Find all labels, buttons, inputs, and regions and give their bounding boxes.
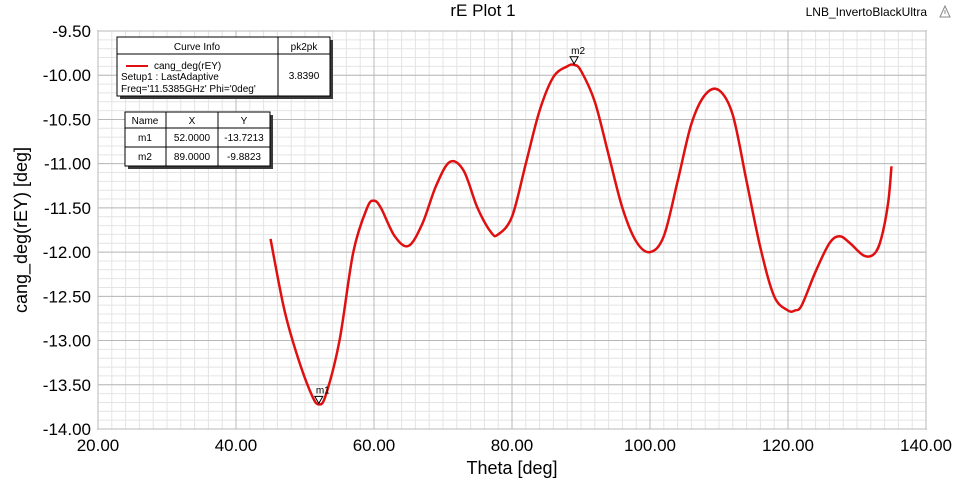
legend-setup: Setup1 : LastAdaptive <box>121 72 219 83</box>
marker-table-header-x: X <box>189 116 196 127</box>
y-tick-label: -12.50 <box>43 287 91 306</box>
marker-label: m1 <box>316 385 330 396</box>
marker-table-cell: 52.0000 <box>174 133 211 144</box>
collapse-triangle-icon[interactable] <box>939 4 951 18</box>
marker-table-cell: m2 <box>138 152 152 163</box>
x-tick-label: 120.00 <box>762 436 814 455</box>
project-name: LNB_InvertoBlackUltra <box>806 5 928 19</box>
x-tick-label: 20.00 <box>77 436 120 455</box>
x-tick-label: 40.00 <box>215 436 258 455</box>
marker-table-header-y: Y <box>241 116 248 127</box>
curve-info-box[interactable]: Curve Info pk2pk cang_deg(rEY) Setup1 : … <box>116 36 333 99</box>
y-tick-label: -10.00 <box>43 66 91 85</box>
y-tick-label: -11.50 <box>44 199 91 218</box>
x-tick-label: 140.00 <box>900 436 952 455</box>
x-axis-ticks: 20.00 40.00 60.00 80.00 100.00 120.00 140.00 <box>77 436 952 455</box>
pk2pk-value: 3.8390 <box>289 71 320 82</box>
marker-table-cell: -9.8823 <box>227 152 261 163</box>
y-tick-label: -14.00 <box>43 420 91 439</box>
chart-title: rE Plot 1 <box>450 1 515 20</box>
marker-triangle <box>569 56 579 65</box>
series-line <box>269 63 893 406</box>
marker-table-cell: -13.7213 <box>224 133 264 144</box>
y-tick-label: -11.00 <box>44 155 91 174</box>
x-axis-label: Theta [deg] <box>466 458 557 478</box>
y-tick-label: -13.00 <box>43 332 91 351</box>
y-tick-label: -10.50 <box>43 110 91 129</box>
y-axis-label: cang_deg(rEY) [deg] <box>11 147 32 313</box>
x-tick-label: 60.00 <box>353 436 396 455</box>
marker-layer: m1 m2 <box>313 46 585 405</box>
y-tick-label: -12.00 <box>43 243 91 262</box>
marker-label: m2 <box>571 46 585 57</box>
series-layer <box>269 63 893 406</box>
y-axis-ticks: -9.50 -10.00 -10.50 -11.00 -11.50 -12.00 -12.5… <box>43 22 91 439</box>
curve-info-header: Curve Info <box>174 42 221 53</box>
marker-table[interactable]: Name X Y m1 52.0000 -13.7213 m2 89.0000 … <box>124 111 273 169</box>
marker-table-header-name: Name <box>132 116 159 127</box>
y-tick-label: -9.50 <box>52 22 91 41</box>
marker-table-cell: m1 <box>138 133 152 144</box>
x-tick-label: 80.00 <box>491 436 534 455</box>
marker-table-cell: 89.0000 <box>174 152 211 163</box>
pk2pk-header: pk2pk <box>291 42 319 53</box>
legend-curve-name: cang_deg(rEY) <box>154 61 221 72</box>
legend-freq: Freq='11.5385GHz' Phi='0deg' <box>121 84 256 95</box>
y-tick-label: -13.50 <box>43 376 91 395</box>
x-tick-label: 100.00 <box>624 436 676 455</box>
marker-triangle <box>313 395 324 405</box>
